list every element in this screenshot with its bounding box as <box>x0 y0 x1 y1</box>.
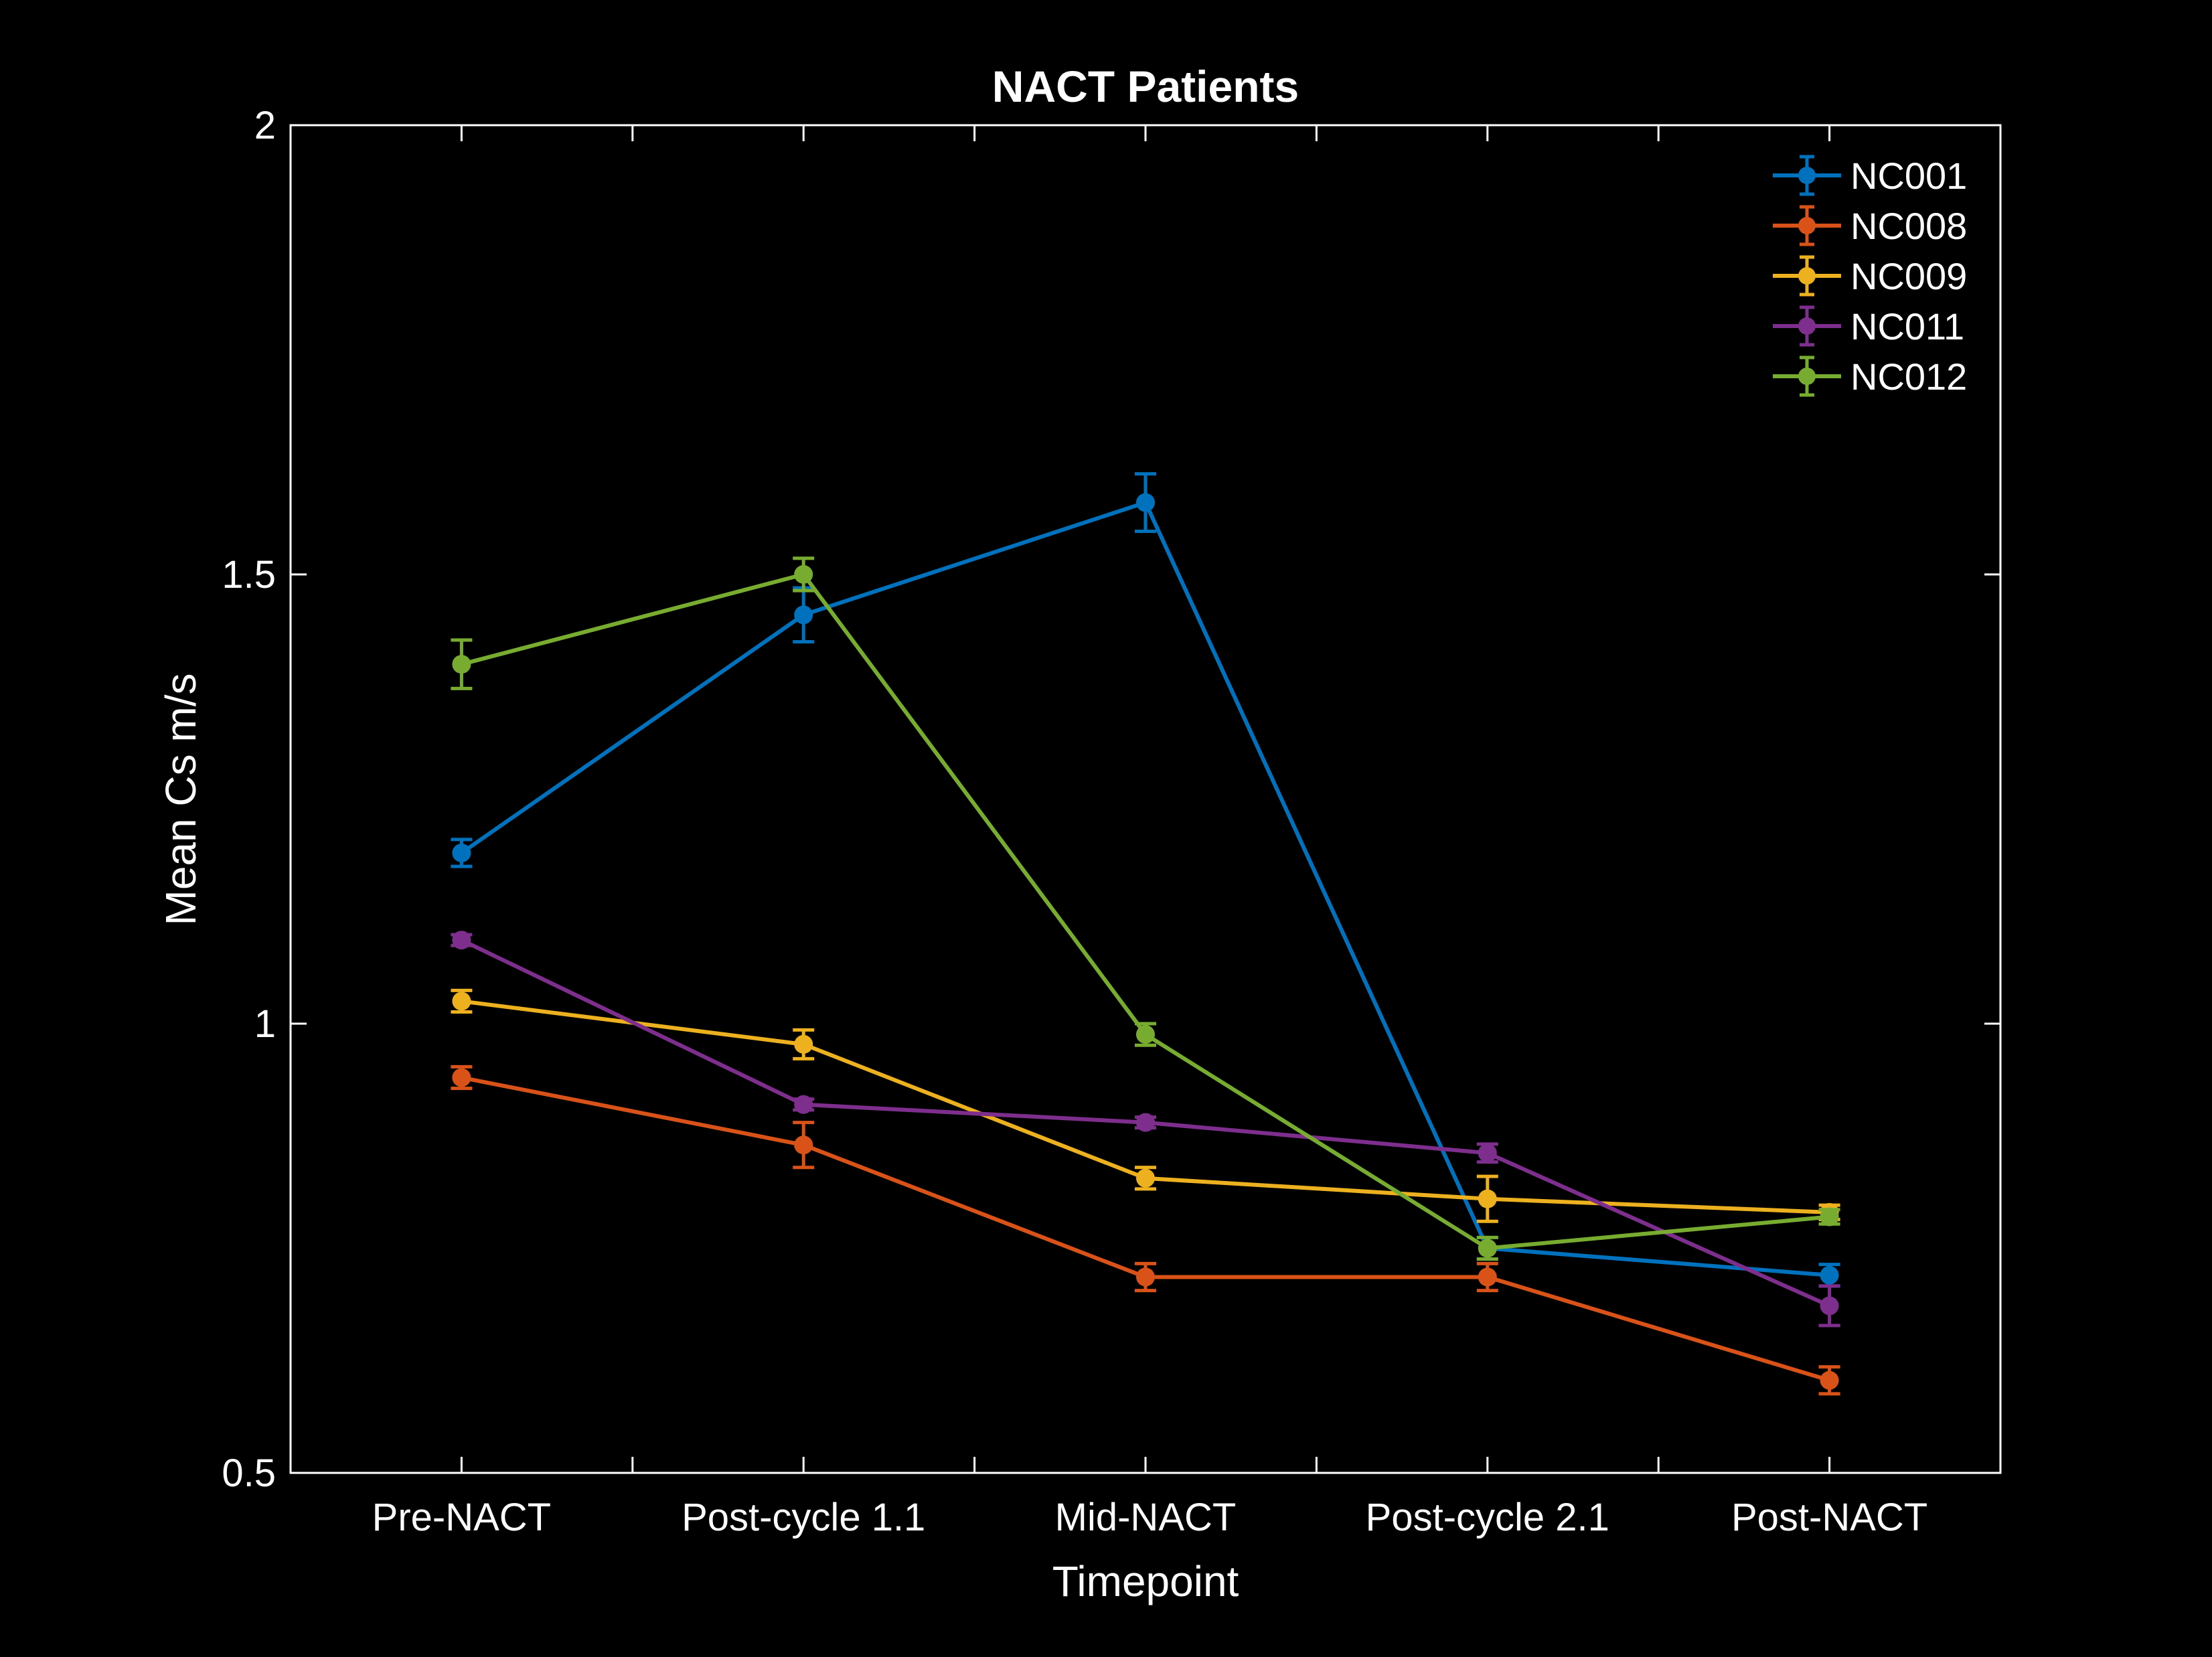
series-group <box>451 472 1840 1396</box>
data-point <box>1820 1265 1839 1285</box>
data-point <box>1478 1239 1497 1258</box>
data-point <box>1820 1296 1839 1316</box>
data-point <box>1478 1143 1497 1163</box>
data-point <box>452 931 471 950</box>
legend-label: NC008 <box>1850 205 1967 247</box>
x-tick-label: Pre-NACT <box>372 1496 551 1539</box>
data-point <box>1478 1189 1497 1208</box>
data-point <box>1478 1267 1497 1287</box>
y-tick-label: 1 <box>254 1002 276 1046</box>
x-tick-label: Post-cycle 2.1 <box>1366 1496 1609 1539</box>
legend-item-nc011: NC011 <box>1773 305 1964 347</box>
data-point <box>794 1135 813 1155</box>
data-point <box>794 565 813 584</box>
y-axis-label: Mean Cs m/s <box>157 674 205 926</box>
legend-item-nc001: NC001 <box>1773 155 1967 197</box>
legend-marker <box>1798 217 1816 234</box>
legend-marker <box>1798 368 1816 385</box>
legend-label: NC012 <box>1850 356 1967 398</box>
y-tick-labels: 0.5 1 1.5 2 <box>222 104 276 1495</box>
chart-title: NACT Patients <box>992 62 1299 111</box>
y-tick-label: 2 <box>254 104 276 147</box>
series-nc012 <box>451 556 1840 1261</box>
data-point <box>1136 493 1155 512</box>
data-point <box>452 844 471 863</box>
legend-marker <box>1798 267 1816 285</box>
x-tick-label: Post-NACT <box>1731 1496 1927 1539</box>
legend: NC001 NC008 NC009 NC011 NC012 <box>1773 155 1967 398</box>
data-point <box>794 1034 813 1054</box>
data-point <box>1136 1025 1155 1044</box>
x-tick-label: Post-cycle 1.1 <box>682 1496 925 1539</box>
legend-item-nc009: NC009 <box>1773 255 1967 297</box>
x-axis-label: Timepoint <box>1052 1557 1239 1605</box>
series-nc011 <box>451 931 1840 1328</box>
data-point <box>1820 1370 1839 1390</box>
data-point <box>1136 1168 1155 1188</box>
y-tick-label: 1.5 <box>222 553 276 597</box>
data-point <box>794 605 813 625</box>
legend-item-nc012: NC012 <box>1773 356 1967 398</box>
legend-marker <box>1798 167 1816 184</box>
x-tick-labels: Pre-NACT Post-cycle 1.1 Mid-NACT Post-cycle… <box>372 1496 1928 1539</box>
data-point <box>452 1068 471 1087</box>
plot-frame <box>289 124 2002 1474</box>
series-nc008 <box>451 1064 1840 1396</box>
plot-background <box>291 125 2000 1473</box>
x-tick-label: Mid-NACT <box>1055 1496 1237 1539</box>
data-point <box>1136 1267 1155 1287</box>
data-point <box>452 655 471 674</box>
legend-label: NC011 <box>1850 305 1964 347</box>
legend-marker <box>1798 317 1816 335</box>
data-point <box>452 992 471 1011</box>
legend-item-nc008: NC008 <box>1773 205 1967 247</box>
data-point <box>794 1095 813 1114</box>
legend-label: NC009 <box>1850 255 1967 297</box>
y-tick-label: 0.5 <box>222 1451 276 1495</box>
data-point <box>1136 1113 1155 1132</box>
data-point <box>1820 1207 1839 1227</box>
legend-label: NC001 <box>1850 155 1967 197</box>
